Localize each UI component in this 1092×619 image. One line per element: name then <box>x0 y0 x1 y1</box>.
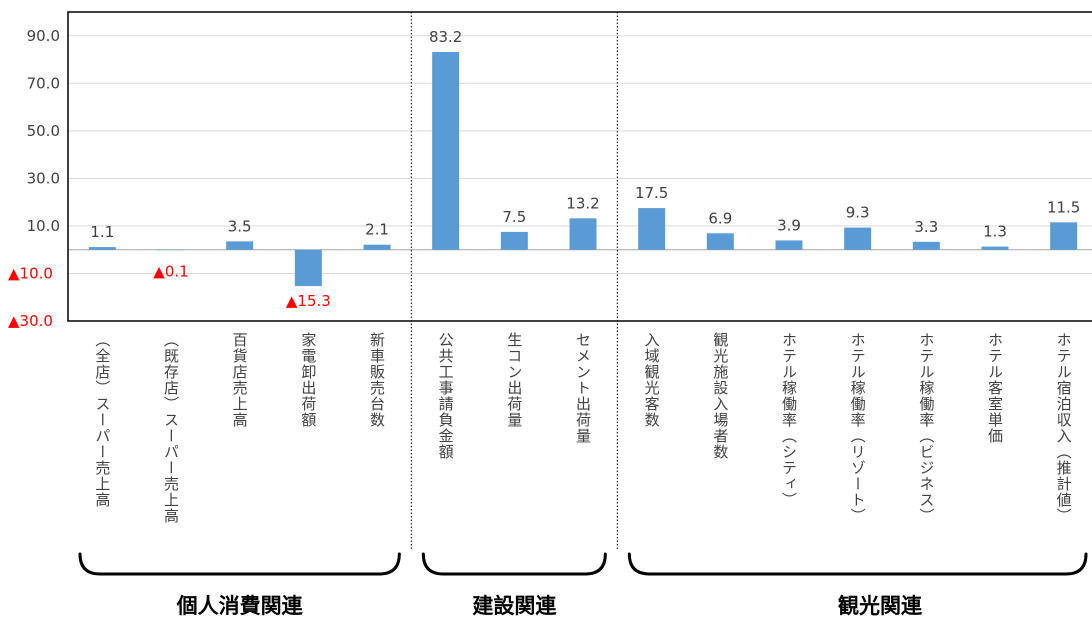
group-labels: 個人消費関連 建設関連 観光関連 <box>176 594 923 618</box>
value-label: ▲15.3 <box>286 292 331 310</box>
value-label: 7.5 <box>502 208 526 226</box>
value-labels: 1.1 ▲0.1 3.5 ▲15.3 2.1 83.2 7.5 13.2 17.5 6.9 3.9 9… <box>90 28 1080 310</box>
category-label: （既存店）スーパー売上高 <box>162 332 180 524</box>
value-label: ▲0.1 <box>153 263 188 281</box>
group-bracket <box>627 552 1088 576</box>
value-label: 9.3 <box>846 204 870 222</box>
value-label: 1.3 <box>983 223 1007 241</box>
category-label: 新車販売台数 <box>368 332 386 428</box>
bar <box>981 246 1009 250</box>
gridlines <box>68 35 1092 322</box>
value-label: 83.2 <box>429 28 462 46</box>
bars <box>88 51 1078 287</box>
value-label: 1.1 <box>90 223 114 241</box>
group-label: 建設関連 <box>472 594 557 618</box>
group-label: 観光関連 <box>838 594 923 618</box>
value-label: 6.9 <box>708 209 732 227</box>
group-bracket <box>78 552 401 576</box>
value-label: 17.5 <box>635 184 668 202</box>
y-axis-tick-labels: 90.0 70.0 50.0 30.0 10.0 ▲10.0 ▲30.0 <box>8 27 60 330</box>
y-tick-label: 30.0 <box>27 169 60 187</box>
bar <box>844 227 872 250</box>
bar <box>500 231 528 250</box>
y-tick-label: 70.0 <box>27 74 60 92</box>
bar <box>1050 222 1078 250</box>
category-label: 生コン出荷量 <box>505 332 523 428</box>
bar <box>88 247 116 250</box>
category-label: ホテル稼働率（シティ） <box>780 332 798 508</box>
category-label: 百貨店売上高 <box>231 332 249 428</box>
bar <box>775 240 803 250</box>
group-separators <box>410 12 618 550</box>
group-label: 個人消費関連 <box>176 594 304 618</box>
category-label: ホテル客室単価 <box>986 332 1004 444</box>
bar <box>294 249 322 287</box>
value-label: 11.5 <box>1047 198 1080 216</box>
value-label: 3.9 <box>777 216 801 234</box>
value-label: 3.5 <box>228 217 252 235</box>
y-tick-label: 50.0 <box>27 122 60 140</box>
y-tick-label: 90.0 <box>27 27 60 45</box>
category-label: 入域観光客数 <box>643 332 661 428</box>
category-label: 公共工事請負金額 <box>437 332 455 460</box>
category-label: ホテル稼働率（ビジネス） <box>917 332 935 524</box>
category-label: 観光施設入場者数 <box>711 332 729 460</box>
plot-frame <box>67 11 1092 322</box>
bar <box>432 51 460 250</box>
y-tick-label: ▲30.0 <box>8 312 53 330</box>
group-brackets <box>78 552 1088 576</box>
value-label: 13.2 <box>566 194 599 212</box>
category-label: ホテル稼働率（リゾート） <box>849 332 867 524</box>
category-label: （全店）スーパー売上高 <box>93 332 111 508</box>
category-labels: （全店）スーパー売上高 （既存店）スーパー売上高 百貨店売上高 家電卸出荷額 新車販売台… <box>93 332 1072 524</box>
bar <box>569 218 597 250</box>
value-label: 3.3 <box>914 218 938 236</box>
bar <box>706 233 734 250</box>
y-tick-label: ▲10.0 <box>8 264 53 282</box>
group-bracket <box>421 552 607 576</box>
bar <box>638 208 666 250</box>
bar <box>226 241 254 250</box>
bar <box>363 244 391 250</box>
category-label: セメント出荷量 <box>574 332 592 444</box>
y-tick-label: 10.0 <box>27 217 60 235</box>
category-label: ホテル宿泊収入（推計値） <box>1055 332 1073 524</box>
category-label: 家電卸出荷額 <box>299 332 317 428</box>
bar <box>912 241 940 250</box>
bar <box>157 249 185 251</box>
value-label: 2.1 <box>365 221 389 239</box>
